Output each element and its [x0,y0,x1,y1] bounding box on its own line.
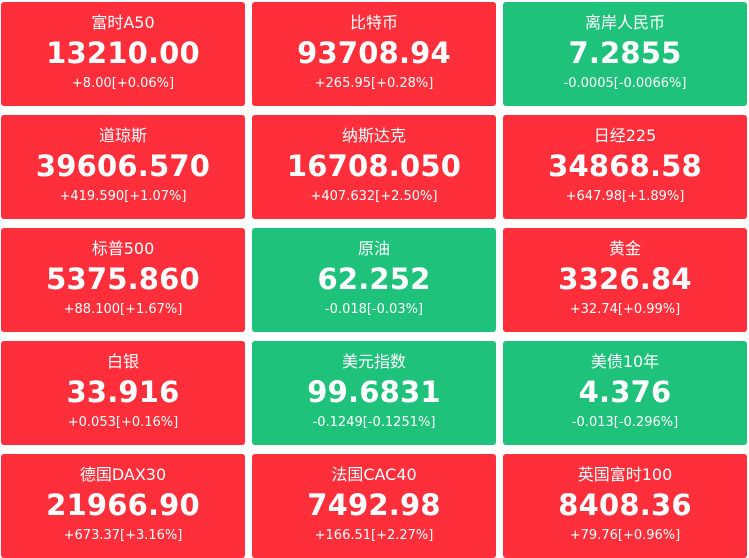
ticker-price: 93708.94 [297,36,451,70]
ticker-price: 4.376 [578,375,672,409]
ticker-price: 5375.860 [46,262,200,296]
ticker-card-bitcoin[interactable]: 比特币 93708.94 +265.95[+0.28%] [252,2,496,106]
ticker-name: 美债10年 [590,352,660,371]
ticker-card-dollar-index[interactable]: 美元指数 99.6831 -0.1249[-0.1251%] [252,341,496,445]
ticker-card-cac40[interactable]: 法国CAC40 7492.98 +166.51[+2.27%] [252,454,496,558]
ticker-change: +265.95[+0.28%] [314,76,434,91]
ticker-price: 21966.90 [46,488,200,522]
ticker-card-dow-jones[interactable]: 道琼斯 39606.570 +419.590[+1.07%] [1,115,245,219]
ticker-name: 富时A50 [91,13,155,32]
ticker-card-crude-oil[interactable]: 原油 62.252 -0.018[-0.03%] [252,228,496,332]
ticker-name: 美元指数 [341,352,406,371]
ticker-name: 标普500 [91,239,155,258]
ticker-price: 39606.570 [35,149,211,183]
ticker-change: +407.632[+2.50%] [310,189,438,204]
ticker-card-nasdaq[interactable]: 纳斯达克 16708.050 +407.632[+2.50%] [252,115,496,219]
ticker-change: +166.51[+2.27%] [314,528,434,543]
ticker-price: 99.6831 [307,375,441,409]
ticker-price: 33.916 [66,375,180,409]
ticker-card-gold[interactable]: 黄金 3326.84 +32.74[+0.99%] [503,228,747,332]
ticker-price: 8408.36 [558,488,692,522]
ticker-price: 7492.98 [307,488,441,522]
ticker-card-ftse-100[interactable]: 英国富时100 8408.36 +79.76[+0.96%] [503,454,747,558]
ticker-name: 白银 [106,352,139,371]
ticker-change: -0.018[-0.03%] [324,302,424,317]
ticker-name: 原油 [357,239,390,258]
ticker-name: 日经225 [593,126,657,145]
ticker-change: +0.053[+0.16%] [67,415,179,430]
ticker-card-ftse-a50[interactable]: 富时A50 13210.00 +8.00[+0.06%] [1,2,245,106]
ticker-price: 16708.050 [286,149,462,183]
ticker-change: -0.1249[-0.1251%] [312,415,436,430]
ticker-change: -0.013[-0.296%] [571,415,679,430]
ticker-name: 纳斯达克 [341,126,406,145]
ticker-change: +79.76[+0.96%] [569,528,681,543]
ticker-name: 法国CAC40 [331,465,417,484]
ticker-card-dax30[interactable]: 德国DAX30 21966.90 +673.37[+3.16%] [1,454,245,558]
ticker-price: 34868.58 [548,149,702,183]
ticker-name: 黄金 [608,239,641,258]
ticker-card-silver[interactable]: 白银 33.916 +0.053[+0.16%] [1,341,245,445]
ticker-change: -0.0005[-0.0066%] [563,76,687,91]
ticker-price: 62.252 [317,262,431,296]
ticker-change: +673.37[+3.16%] [63,528,183,543]
ticker-name: 道琼斯 [98,126,147,145]
ticker-price: 13210.00 [46,36,200,70]
ticker-change: +419.590[+1.07%] [59,189,187,204]
ticker-change: +8.00[+0.06%] [71,76,175,91]
ticker-card-offshore-cny[interactable]: 离岸人民币 7.2855 -0.0005[-0.0066%] [503,2,747,106]
ticker-price: 7.2855 [568,36,682,70]
ticker-card-sp500[interactable]: 标普500 5375.860 +88.100[+1.67%] [1,228,245,332]
ticker-card-us-10y-treasury[interactable]: 美债10年 4.376 -0.013[-0.296%] [503,341,747,445]
ticker-change: +32.74[+0.99%] [569,302,681,317]
ticker-name: 比特币 [349,13,398,32]
ticker-price: 3326.84 [558,262,692,296]
ticker-card-nikkei-225[interactable]: 日经225 34868.58 +647.98[+1.89%] [503,115,747,219]
ticker-name: 德国DAX30 [79,465,167,484]
ticker-change: +88.100[+1.67%] [63,302,183,317]
ticker-change: +647.98[+1.89%] [565,189,685,204]
ticker-name: 离岸人民币 [584,13,665,32]
ticker-name: 英国富时100 [577,465,673,484]
